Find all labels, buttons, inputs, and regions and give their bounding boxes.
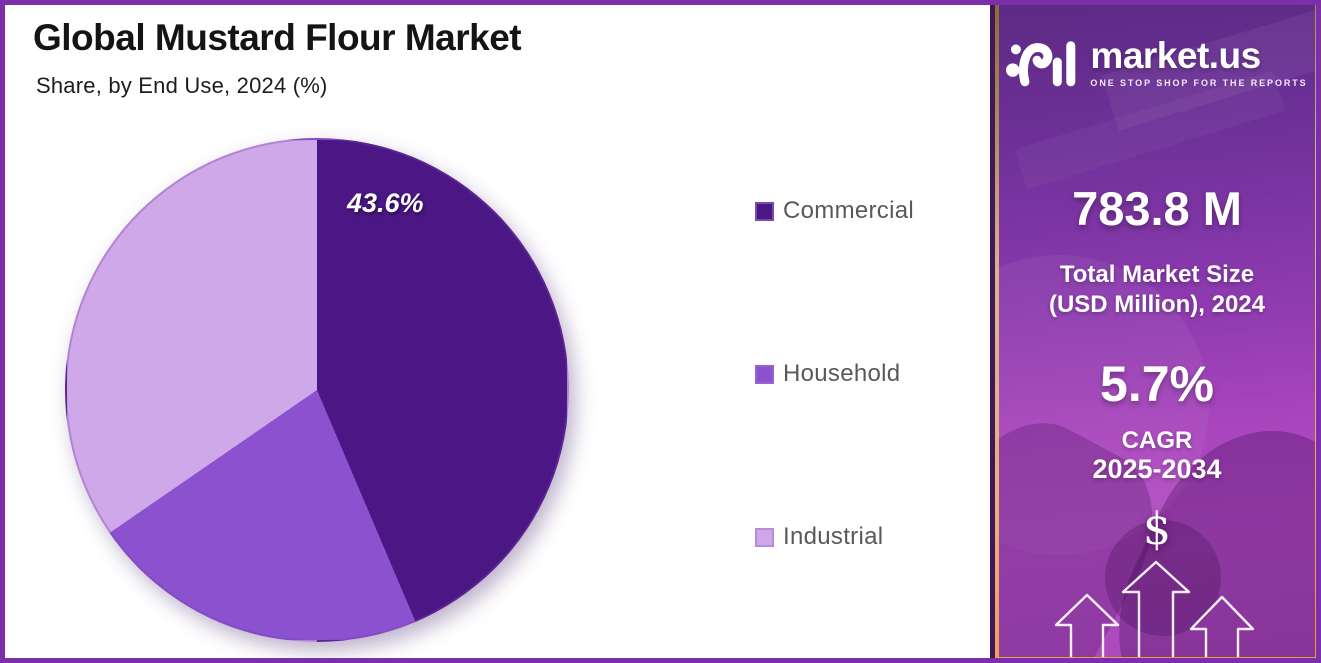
cagr-label-line1: CAGR — [1121, 427, 1193, 454]
legend-swatch-household — [755, 364, 774, 384]
legend-swatch-commercial — [755, 201, 774, 221]
market-size-label-line1: Total Market Size — [1059, 261, 1255, 288]
page-title: Global Mustard Flour Market — [33, 17, 522, 58]
sidebar-gold-frame: market.us ONE STOP SHOP FOR THE REPORTS … — [990, 5, 1316, 658]
brand-text: market.us ONE STOP SHOP FOR THE REPORTS — [1090, 37, 1307, 88]
brand-tagline: ONE STOP SHOP FOR THE REPORTS — [1090, 77, 1308, 88]
chart-region: Global Mustard Flour Market Share, by En… — [5, 5, 985, 658]
market-size-value: 783.8 M — [1072, 182, 1242, 235]
legend-label: Industrial — [783, 523, 884, 550]
market-size-label-line2: (USD Million), 2024 — [1048, 291, 1266, 318]
cagr-label-line2: 2025-2034 — [1092, 454, 1222, 484]
dollar-icon: $ — [1143, 504, 1171, 555]
legend-item-industrial: Industrial — [755, 523, 883, 551]
market-size-label: Total Market Size (USD Million), 2024 — [999, 260, 1315, 320]
pie-chart — [65, 138, 569, 642]
sidebar: market.us ONE STOP SHOP FOR THE REPORTS … — [999, 5, 1315, 657]
cagr-value: 5.7% — [1100, 356, 1214, 412]
brand-name: market.us — [1090, 34, 1261, 76]
legend-label: Household — [783, 360, 901, 387]
legend-swatch-industrial — [755, 527, 774, 547]
market-us-logo-icon — [1006, 41, 1076, 87]
growth-arrows-icon — [1054, 560, 1255, 657]
chart-subtitle: Share, by End Use, 2024 (%) — [36, 73, 328, 98]
brand-logo: market.us ONE STOP SHOP FOR THE REPORTS — [999, 33, 1315, 91]
legend-label: Commercial — [783, 197, 915, 224]
pie-slice-label-commercial: 43.6% — [347, 188, 424, 218]
legend-item-commercial: Commercial — [755, 197, 914, 225]
cagr-label: CAGR 2025-2034 — [999, 426, 1315, 484]
legend-item-household: Household — [755, 360, 900, 388]
